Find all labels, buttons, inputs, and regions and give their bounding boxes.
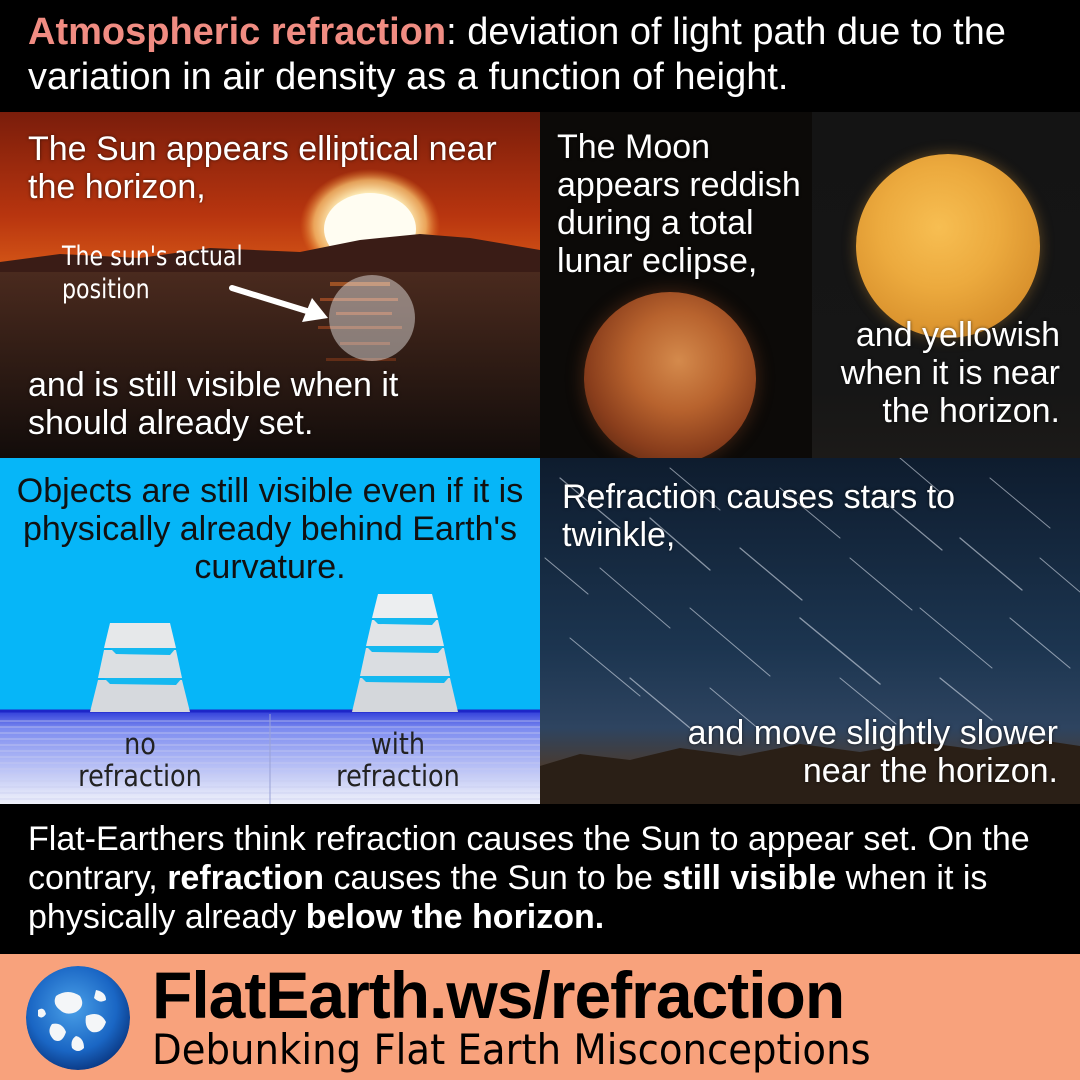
conclusion-section: Flat-Earthers think refraction causes th…: [0, 804, 1080, 954]
stars-text-bottom-line2: near the horizon.: [802, 752, 1058, 790]
sun-text-top: The Sun appears elliptical near the hori…: [28, 130, 497, 206]
arrow-right-icon: [229, 285, 328, 322]
actual-sun-position: [329, 275, 415, 361]
sun-reflection: [318, 282, 402, 361]
header-definition: Atmospheric refraction: deviation of lig…: [28, 10, 1058, 100]
moon-text: The Moon appears reddish during a total …: [557, 128, 801, 280]
ships-panel: Objects are still visible even if it is …: [0, 458, 540, 804]
stars-text-top: Refraction causes stars to twinkle,: [562, 478, 956, 554]
sunset-illustration: [0, 169, 540, 458]
header-banner: Atmospheric refraction: deviation of lig…: [0, 0, 1080, 112]
yellow-moon-image: [856, 154, 1040, 338]
sun-text-bottom: and is still visible when it should alre…: [28, 366, 399, 442]
header-term: Atmospheric refraction: [28, 11, 447, 53]
conclusion-part3: when it is physically already: [28, 859, 988, 936]
stars-text-bottom: and move slightly slower near the horizo…: [540, 714, 1058, 790]
star-trails-illustration: [540, 458, 1080, 804]
footer-tagline: Debunking Flat Earth Misconceptions: [152, 1025, 871, 1074]
conclusion-bold1: refraction: [167, 859, 325, 897]
conclusion-part2: causes the Sun to be: [324, 859, 663, 897]
eclipse-moon-image: [584, 292, 756, 458]
conclusion-bold3: below the horizon.: [305, 898, 605, 936]
label-with-line2: refraction: [336, 759, 460, 793]
label-no-line2: refraction: [78, 759, 202, 793]
header-definition-text: : deviation of light path due to the var…: [28, 11, 1006, 98]
ships-text: Objects are still visible even if it is …: [16, 472, 524, 586]
stars-text-bottom-line1: and move slightly slower: [687, 714, 1058, 752]
ships-diagram: [0, 594, 540, 804]
conclusion-text: Flat-Earthers think refraction causes th…: [28, 820, 1068, 937]
footer-banner: FlatEarth.ws/refraction Debunking Flat E…: [0, 954, 1080, 1080]
sea: [0, 272, 540, 458]
conclusion-part1: Flat-Earthers think refraction causes th…: [28, 820, 1030, 897]
label-with-refraction: with refraction: [310, 728, 486, 792]
sun-panel: The Sun appears elliptical near the hori…: [0, 112, 540, 458]
label-with-line1: with: [370, 727, 426, 761]
stars-panel: Refraction causes stars to twinkle, and …: [540, 458, 1080, 804]
mountains: [540, 740, 1080, 804]
ship-no-refraction: [90, 623, 190, 712]
eclipse-moon-panel: The Moon appears reddish during a total …: [540, 112, 812, 458]
distant-hills: [0, 234, 540, 282]
conclusion-bold2: still visible: [662, 859, 837, 897]
label-no-refraction: no refraction: [52, 728, 228, 792]
yellow-moon-text: and yellowish when it is near the horizo…: [840, 316, 1060, 430]
ship-with-refraction: [352, 594, 458, 712]
globe-icon: [26, 966, 130, 1070]
label-no-line1: no: [124, 727, 156, 761]
sun-annotation: The sun's actual position: [62, 241, 243, 305]
footer-url: FlatEarth.ws/refraction: [152, 958, 845, 1032]
yellow-moon-panel: and yellowish when it is near the horizo…: [812, 112, 1080, 458]
star-trails: [544, 458, 1080, 731]
